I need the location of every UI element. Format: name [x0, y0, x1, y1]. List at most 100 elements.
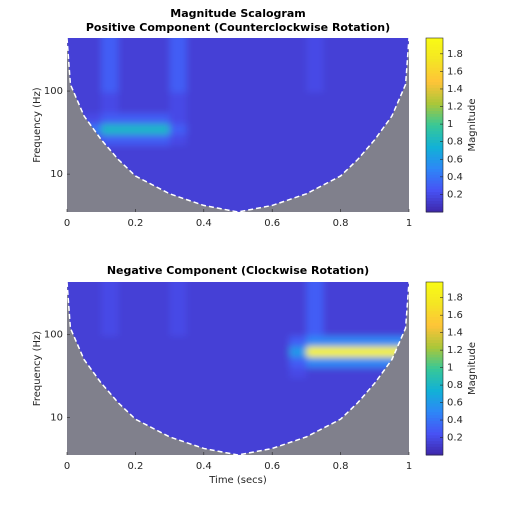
x-tick-label: 0	[64, 461, 70, 472]
colorbar-step	[426, 133, 443, 138]
heatmap-cell	[255, 166, 273, 178]
heatmap-cell	[238, 176, 256, 188]
heatmap-cell	[186, 60, 205, 72]
colorbar-step	[426, 180, 443, 184]
heatmap-cell	[152, 113, 171, 125]
colorbar-step	[426, 362, 443, 367]
heatmap-cell	[255, 430, 273, 442]
heatmap-cell	[255, 356, 273, 368]
heatmap-cell	[220, 409, 239, 421]
colorbar-tick-label: 0.4	[447, 172, 463, 183]
heatmap-cell	[220, 304, 239, 316]
heatmap-cell	[289, 155, 307, 167]
heatmap-cell	[238, 102, 256, 114]
heatmap-cell	[101, 356, 119, 368]
heatmap-cell	[203, 166, 222, 178]
heatmap-cell	[118, 356, 136, 368]
heatmap-cell	[289, 144, 307, 156]
heatmap-cell	[323, 60, 342, 72]
heatmap-cell	[306, 367, 324, 379]
heatmap-cell	[272, 388, 290, 400]
heatmap-cell	[169, 398, 188, 410]
heatmap-cell	[255, 335, 273, 347]
heatmap-cell	[323, 38, 342, 51]
heatmap-cell	[255, 70, 273, 82]
heatmap-cell	[152, 166, 171, 178]
heatmap-cell	[272, 81, 290, 93]
colorbar-step	[426, 107, 443, 111]
heatmap-cell	[323, 91, 342, 104]
heatmap-cell	[289, 81, 307, 93]
heatmap-cell	[169, 367, 188, 379]
colorbar-step	[426, 302, 443, 306]
colorbar-step	[426, 127, 443, 132]
heatmap-cell	[357, 102, 376, 114]
colorbar-step	[426, 139, 443, 143]
colorbar-step	[426, 148, 443, 152]
heatmap-cell	[67, 314, 85, 326]
y-tick-label: 100	[44, 86, 63, 97]
heatmap-cell	[186, 123, 205, 135]
heatmap-cell	[255, 91, 273, 104]
chart-subtitle: Positive Component (Counterclockwise Rot…	[86, 21, 390, 34]
heatmap-cell	[255, 282, 273, 295]
heatmap-cell	[306, 377, 324, 389]
heatmap-cell	[255, 176, 273, 188]
colorbar-step	[426, 101, 443, 106]
heatmap-cell	[272, 166, 290, 178]
heatmap-cell	[186, 144, 205, 156]
heatmap-cell	[152, 282, 171, 295]
heatmap-cell	[152, 367, 171, 379]
heatmap-cell	[340, 356, 359, 368]
colorbar-step	[426, 296, 443, 300]
heatmap-cell	[272, 293, 290, 305]
heatmap-cell	[203, 325, 222, 337]
heatmap-cell	[84, 346, 102, 358]
heatmap-cell	[203, 38, 222, 51]
heatmap-cell	[220, 293, 239, 305]
heatmap-cell	[391, 38, 409, 51]
heatmap-cell	[220, 335, 239, 347]
colorbar-step	[426, 98, 443, 103]
heatmap-cell	[374, 346, 393, 358]
heatmap-cell	[306, 304, 324, 316]
heatmap-cell	[323, 81, 342, 93]
heatmap-cell	[135, 70, 153, 82]
y-tick-label: 10	[50, 412, 63, 423]
heatmap-cell	[340, 49, 359, 61]
x-tick-label: 0.2	[127, 218, 143, 229]
heatmap-cell	[203, 282, 222, 295]
heatmap-cell	[101, 70, 119, 82]
colorbar-label: Magnitude	[467, 99, 478, 152]
heatmap-cell	[220, 70, 239, 82]
colorbar-step	[426, 420, 443, 424]
heatmap-cell	[357, 81, 376, 93]
heatmap-cell	[152, 60, 171, 72]
colorbar-step	[426, 125, 443, 129]
colorbar-step	[426, 55, 443, 59]
heatmap-cell	[238, 304, 256, 316]
heatmap-cell	[340, 304, 359, 316]
heatmap-cell	[289, 123, 307, 135]
heatmap-cell	[340, 113, 359, 125]
heatmap-cell	[306, 325, 324, 337]
y-axis-label: Frequency (Hz)	[32, 331, 43, 407]
heatmap-cell	[391, 293, 409, 305]
heatmap-cell	[169, 155, 188, 167]
colorbar-step	[426, 209, 443, 213]
heatmap-cell	[186, 49, 205, 61]
colorbar-step	[426, 72, 443, 77]
heatmap-cell	[357, 304, 376, 316]
heatmap-cell	[306, 102, 324, 114]
heatmap-cell	[220, 197, 239, 212]
heatmap-cell	[340, 335, 359, 347]
heatmap-cell	[323, 335, 342, 347]
heatmap-cell	[323, 356, 342, 368]
x-tick-label: 0.8	[333, 218, 349, 229]
colorbar-step	[426, 145, 443, 149]
heatmap-cell	[118, 155, 136, 167]
colorbar-step	[426, 61, 443, 65]
heatmap-cell	[289, 187, 307, 199]
heatmap-cell	[203, 398, 222, 410]
heatmap-cell	[289, 49, 307, 61]
